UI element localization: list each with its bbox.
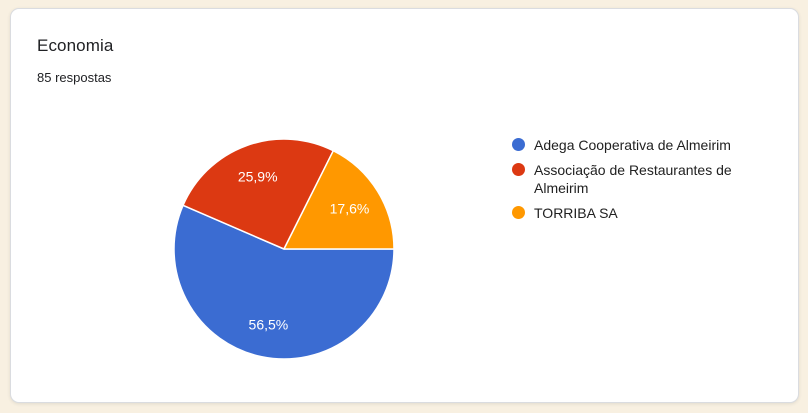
legend-label: Adega Cooperativa de Almeirim	[534, 137, 731, 153]
pie-slice-percentage-label: 25,9%	[238, 169, 278, 185]
legend-swatch-icon	[512, 163, 525, 176]
chart-legend: Adega Cooperativa de Almeirim Associação …	[512, 136, 752, 229]
question-title: Economia	[37, 36, 114, 55]
legend-item-1: Adega Cooperativa de Almeirim	[512, 136, 752, 154]
question-response-card: Economia 85 respostas 56,5% 25,9% 17,6% Ad…	[10, 8, 799, 403]
pie-slice-3[interactable]	[283, 149, 395, 250]
pie-slice-percentage-label: 56,5%	[249, 316, 289, 332]
pie-slice-1[interactable]	[173, 204, 395, 360]
legend-item-2: Associação de Restaurantes de Almeirim	[512, 161, 752, 197]
pie-chart: 56,5% 25,9% 17,6%	[173, 138, 395, 360]
legend-swatch-icon	[512, 138, 525, 151]
legend-item-3: TORRIBA SA	[512, 204, 752, 222]
pie-slice-percentage-label: 17,6%	[330, 201, 370, 217]
legend-label: TORRIBA SA	[534, 205, 618, 221]
legend-label: Associação de Restaurantes de Almeirim	[534, 162, 732, 196]
responses-count: 85 respostas	[37, 70, 112, 85]
pie-slice-2[interactable]	[182, 138, 335, 250]
legend-swatch-icon	[512, 206, 525, 219]
